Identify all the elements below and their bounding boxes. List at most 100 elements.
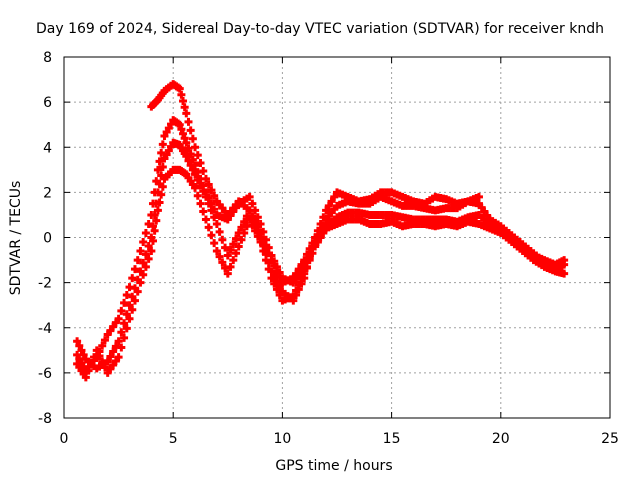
data-point (221, 243, 230, 252)
y-tick-label: -4 (38, 321, 52, 337)
data-point (199, 166, 208, 175)
data-point (324, 201, 333, 210)
data-point (144, 219, 153, 228)
data-point (259, 241, 268, 250)
data-point (215, 227, 224, 236)
data-point (122, 324, 131, 333)
data-point (186, 126, 195, 135)
data-point (179, 129, 188, 138)
data-point (141, 228, 150, 237)
data-point (100, 336, 109, 345)
data-point (130, 265, 139, 274)
data-point (204, 223, 213, 232)
data-point (237, 235, 246, 244)
data-point (188, 134, 197, 143)
data-point (292, 291, 301, 300)
data-point (218, 258, 227, 267)
data-point (322, 206, 331, 215)
data-point (245, 206, 254, 215)
data-point (196, 199, 205, 208)
data-point (297, 279, 306, 288)
data-point (84, 366, 93, 375)
data-point (182, 109, 191, 118)
y-tick-label: -6 (38, 366, 52, 382)
data-point (136, 247, 145, 256)
x-tick-label: 25 (601, 431, 619, 447)
data-point (122, 310, 131, 319)
data-point (240, 228, 249, 237)
data-point (223, 269, 232, 278)
series-4 (147, 80, 483, 305)
data-point (133, 256, 142, 265)
data-point (73, 337, 82, 346)
data-point (95, 351, 104, 360)
data-point (316, 219, 325, 228)
data-point (117, 306, 126, 315)
data-point (114, 337, 123, 346)
x-tick-label: 5 (169, 431, 178, 447)
data-point (152, 177, 161, 186)
data-point (207, 186, 216, 195)
data-point (148, 236, 157, 245)
data-point (109, 347, 118, 356)
data-point (313, 238, 322, 247)
data-point (196, 159, 205, 168)
data-point (77, 346, 86, 355)
data-point (210, 205, 219, 214)
data-point (122, 291, 131, 300)
axis-ticks: 0 5 10 15 20 25 -8 -6 -4 -2 0 2 4 6 8 (38, 50, 619, 447)
data-point (139, 270, 148, 279)
data-point (229, 256, 238, 265)
data-point (139, 238, 148, 247)
data-point (188, 165, 197, 174)
data-point (177, 90, 186, 99)
data-point (231, 249, 240, 258)
data-point (136, 278, 145, 287)
data-point (133, 287, 142, 296)
data-point (201, 174, 210, 183)
data-point (204, 194, 213, 203)
data-point (210, 191, 219, 200)
data-point (560, 269, 569, 278)
data-point (150, 188, 159, 197)
data-point (106, 352, 115, 361)
data-point (275, 268, 284, 277)
data-point (175, 120, 184, 129)
data-point (158, 182, 167, 191)
data-point (141, 262, 150, 271)
data-point (201, 188, 210, 197)
y-tick-label: 4 (43, 140, 52, 156)
data-point (191, 183, 200, 192)
data-point (319, 228, 328, 237)
data-point (157, 148, 166, 157)
data-point (275, 282, 284, 291)
data-point (270, 272, 279, 281)
x-tick-label: 0 (60, 431, 69, 447)
data-point (267, 267, 276, 276)
data-point (120, 319, 129, 328)
data-point (327, 197, 336, 206)
data-point (141, 250, 150, 259)
data-point (75, 341, 84, 350)
y-axis-label: SDTVAR / TECUs (8, 181, 24, 296)
data-point (125, 301, 134, 310)
data-point (210, 239, 219, 248)
data-point (262, 235, 271, 244)
data-point (212, 247, 221, 256)
data-point (297, 260, 306, 269)
data-point (182, 138, 191, 147)
data-point (193, 151, 202, 160)
data-point (215, 252, 224, 261)
data-point (98, 341, 107, 350)
data-point (120, 333, 129, 342)
data-point (256, 233, 265, 242)
data-point (226, 245, 235, 254)
y-tick-label: 8 (43, 50, 52, 66)
x-tick-label: 10 (273, 431, 291, 447)
data-points (73, 80, 569, 382)
data-point (128, 274, 137, 283)
data-point (262, 250, 271, 259)
data-point (188, 155, 197, 164)
data-point (207, 199, 216, 208)
data-point (186, 150, 195, 159)
